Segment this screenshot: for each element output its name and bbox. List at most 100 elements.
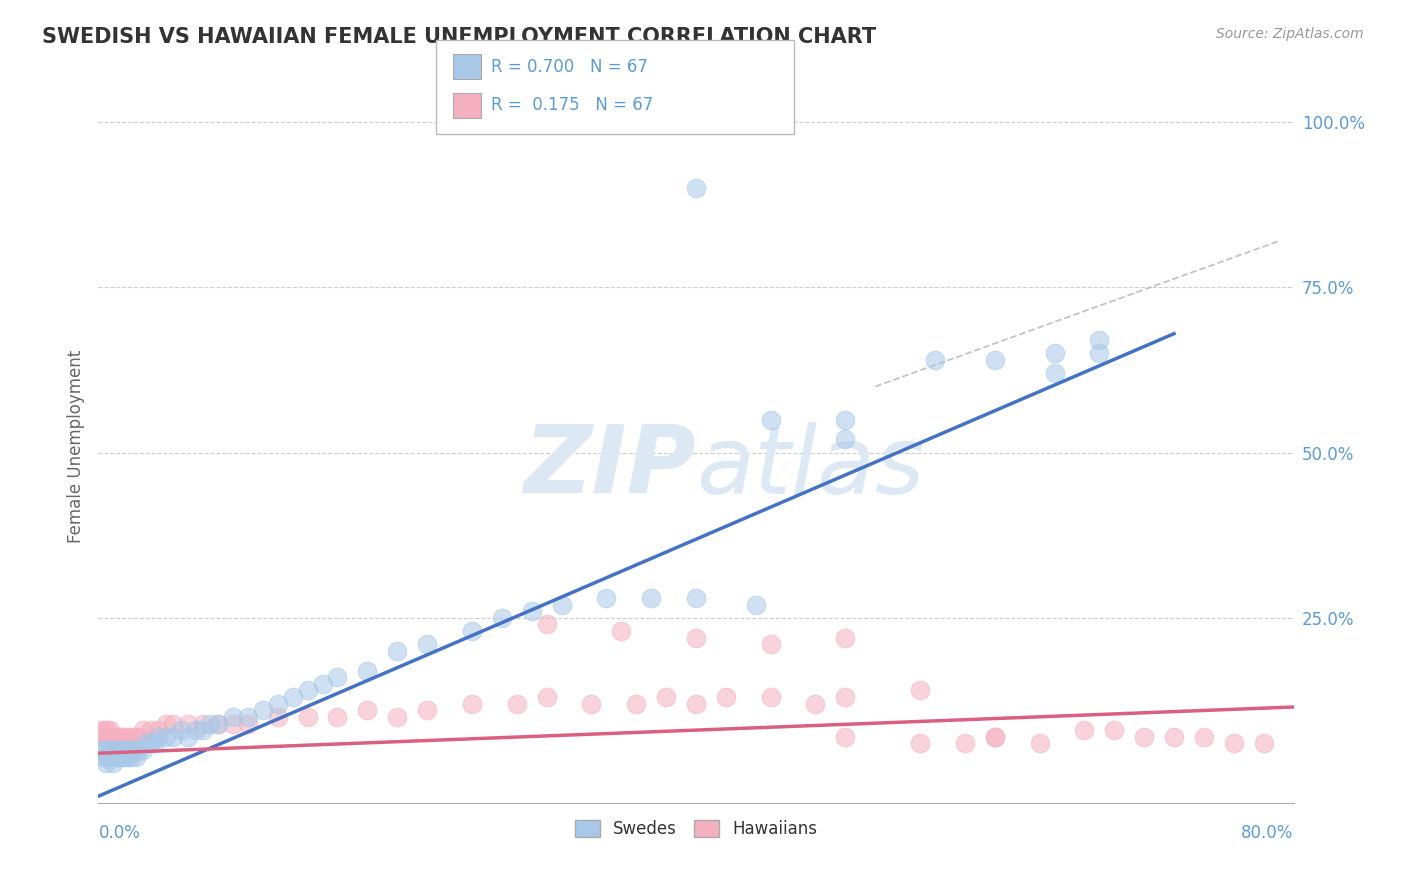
Point xyxy=(908,736,931,750)
Point xyxy=(267,697,290,711)
Point xyxy=(908,683,931,698)
Point xyxy=(924,353,946,368)
Point xyxy=(759,690,782,704)
Point xyxy=(1253,736,1275,750)
Point xyxy=(281,690,304,704)
Text: R =  0.175   N = 67: R = 0.175 N = 67 xyxy=(491,96,652,114)
Point xyxy=(103,756,125,771)
Point xyxy=(595,591,617,605)
Text: SWEDISH VS HAWAIIAN FEMALE UNEMPLOYMENT CORRELATION CHART: SWEDISH VS HAWAIIAN FEMALE UNEMPLOYMENT … xyxy=(42,27,876,46)
Point xyxy=(1073,723,1095,738)
Point xyxy=(114,736,136,750)
Point xyxy=(191,723,214,738)
Point xyxy=(536,690,558,704)
Point xyxy=(610,624,633,638)
Point xyxy=(834,730,856,744)
Point xyxy=(984,730,1007,744)
Point xyxy=(98,723,122,738)
Point xyxy=(98,749,122,764)
Point xyxy=(834,690,856,704)
Point xyxy=(640,591,662,605)
Point xyxy=(103,749,125,764)
Text: R = 0.700   N = 67: R = 0.700 N = 67 xyxy=(491,58,648,76)
Point xyxy=(96,723,118,738)
Point xyxy=(94,756,117,771)
Text: 0.0%: 0.0% xyxy=(98,824,141,842)
Point xyxy=(222,710,245,724)
Point xyxy=(184,723,207,738)
Point xyxy=(94,730,117,744)
Point xyxy=(385,710,409,724)
Point xyxy=(148,730,170,744)
Point xyxy=(356,664,378,678)
Point xyxy=(107,730,129,744)
Point xyxy=(107,743,129,757)
Point xyxy=(105,736,128,750)
Text: ZIP: ZIP xyxy=(523,421,696,514)
Point xyxy=(207,716,229,731)
Point xyxy=(112,730,135,744)
Point xyxy=(1163,730,1185,744)
Point xyxy=(148,723,170,738)
Point xyxy=(984,353,1007,368)
Point xyxy=(1088,333,1111,347)
Text: Source: ZipAtlas.com: Source: ZipAtlas.com xyxy=(1216,27,1364,41)
Point xyxy=(125,749,148,764)
Legend: Swedes, Hawaiians: Swedes, Hawaiians xyxy=(568,813,824,845)
Point xyxy=(1088,346,1111,360)
Point xyxy=(1133,730,1156,744)
Point xyxy=(114,749,136,764)
Point xyxy=(132,723,155,738)
Point xyxy=(745,598,768,612)
Point xyxy=(222,716,245,731)
Point xyxy=(97,743,120,757)
Point xyxy=(162,716,184,731)
Point xyxy=(984,730,1007,744)
Point xyxy=(685,697,707,711)
Point xyxy=(177,716,200,731)
Point xyxy=(491,611,513,625)
Text: 80.0%: 80.0% xyxy=(1241,824,1294,842)
Point xyxy=(91,749,114,764)
Point xyxy=(110,730,132,744)
Point xyxy=(311,677,333,691)
Point xyxy=(139,736,162,750)
Point xyxy=(97,730,120,744)
Point xyxy=(550,598,572,612)
Point xyxy=(326,670,349,684)
Point xyxy=(101,730,124,744)
Point xyxy=(685,631,707,645)
Point xyxy=(129,730,152,744)
Point xyxy=(118,743,141,757)
Point xyxy=(125,730,148,744)
Point xyxy=(155,730,177,744)
Point xyxy=(162,730,184,744)
Point xyxy=(581,697,603,711)
Point xyxy=(416,637,439,651)
Point xyxy=(104,730,127,744)
Point xyxy=(536,617,558,632)
Point xyxy=(96,749,118,764)
Point xyxy=(759,637,782,651)
Point xyxy=(267,710,290,724)
Y-axis label: Female Unemployment: Female Unemployment xyxy=(66,350,84,542)
Point xyxy=(128,743,150,757)
Point xyxy=(1192,730,1215,744)
Point xyxy=(506,697,529,711)
Point xyxy=(461,697,484,711)
Point xyxy=(804,697,827,711)
Point xyxy=(90,743,112,757)
Point xyxy=(834,412,856,426)
Point xyxy=(1223,736,1246,750)
Point xyxy=(236,710,259,724)
Point xyxy=(120,749,142,764)
Point xyxy=(297,683,319,698)
Point xyxy=(143,736,166,750)
Point xyxy=(90,723,112,738)
Point xyxy=(108,736,131,750)
Point xyxy=(91,730,114,744)
Point xyxy=(685,181,707,195)
Point xyxy=(135,736,157,750)
Point xyxy=(117,730,139,744)
Point xyxy=(101,743,124,757)
